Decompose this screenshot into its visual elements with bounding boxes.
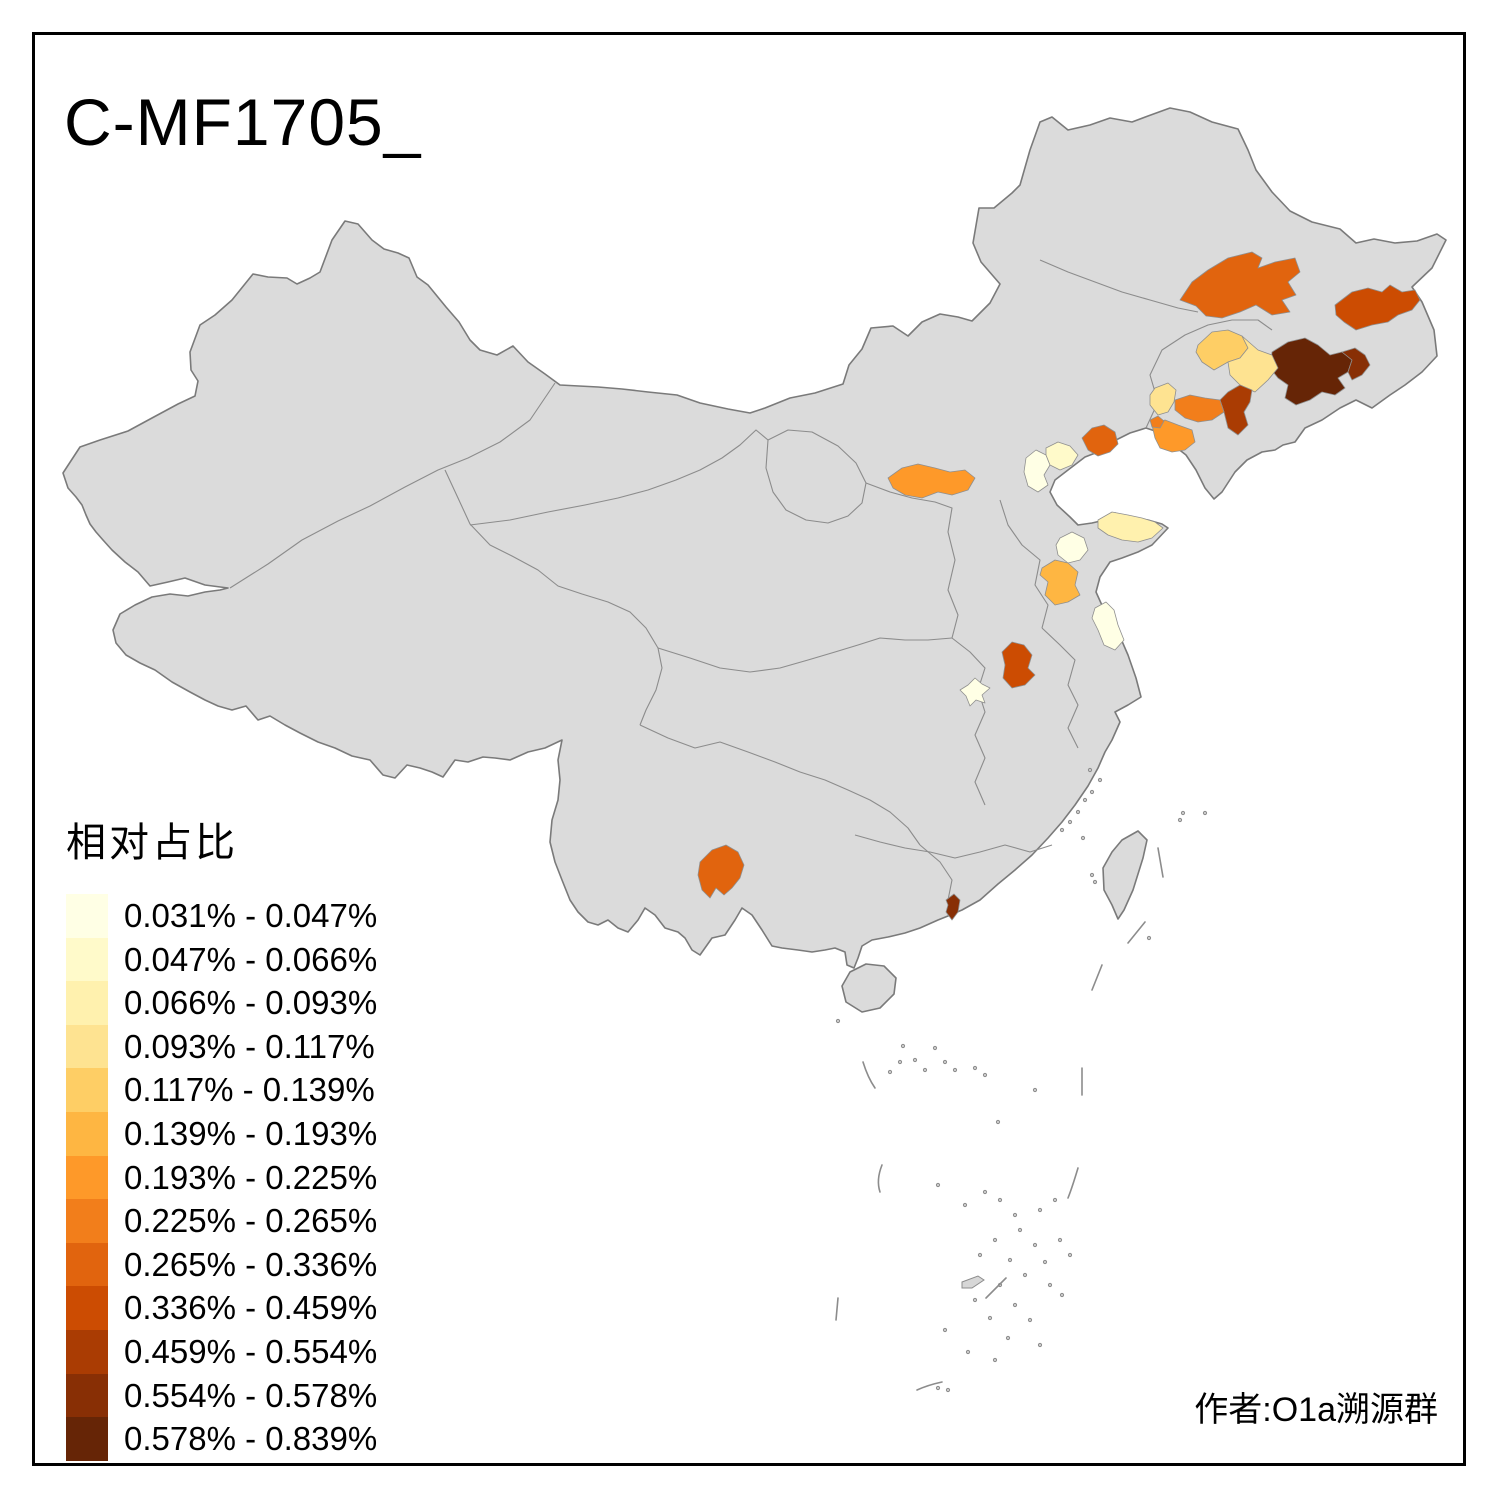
legend-swatch <box>66 1417 108 1461</box>
legend: 相对占比 0.031% - 0.047% 0.047% - 0.066% 0.0… <box>66 810 486 1461</box>
province-line <box>639 724 921 846</box>
map-region-liaoning-north <box>1174 394 1225 423</box>
province-line <box>865 482 959 639</box>
small-islands <box>835 767 1208 1393</box>
legend-row: 0.554% - 0.578% <box>66 1373 486 1418</box>
legend-swatch <box>66 937 108 982</box>
map-region-shandong-peninsula <box>1097 511 1164 543</box>
legend-swatch <box>66 894 108 938</box>
map-region-shandong-central <box>1055 531 1089 564</box>
legend-row: 0.047% - 0.066% <box>66 937 486 982</box>
map-region-liaoning-small <box>1149 415 1165 429</box>
legend-swatch <box>66 1111 108 1156</box>
province-line <box>765 429 867 524</box>
province-line <box>1039 259 1199 313</box>
legend-label: 0.578% - 0.839% <box>124 1420 378 1458</box>
map-region-inner-mongolia <box>887 463 976 499</box>
legend-label: 0.031% - 0.047% <box>124 897 378 934</box>
map-region-guangdong-se <box>945 893 961 921</box>
legend-swatch <box>66 1242 108 1287</box>
colored-regions <box>697 251 1421 921</box>
province-line <box>854 834 1053 859</box>
taiwan-island-shape <box>1102 830 1148 920</box>
legend-row: 0.265% - 0.336% <box>66 1242 486 1287</box>
map-region-beijing-ne <box>1045 441 1079 471</box>
province-line <box>657 637 953 673</box>
legend-label: 0.047% - 0.066% <box>124 940 378 978</box>
province-line <box>999 499 1049 629</box>
map-region-northeast-darkbrown <box>1269 337 1353 406</box>
legend-row: 0.031% - 0.047% <box>66 894 486 938</box>
legend-label: 0.225% - 0.265% <box>124 1202 378 1240</box>
legend-label: 0.117% - 0.139% <box>124 1071 375 1109</box>
map-region-northeast-brown-e <box>1341 347 1371 381</box>
province-line <box>1041 627 1079 749</box>
page-title: C-MF1705_ <box>64 85 422 159</box>
map-region-northeast-east <box>1334 284 1421 331</box>
legend-label: 0.093% - 0.117% <box>124 1027 375 1065</box>
map-region-yunnan-south <box>697 844 745 899</box>
legend-row: 0.117% - 0.139% <box>66 1068 486 1112</box>
legend-label: 0.336% - 0.459% <box>124 1289 378 1327</box>
map-region-liaoning-nw <box>1149 382 1177 416</box>
map-region-liaoning-west <box>1081 424 1119 457</box>
province-line <box>951 637 986 806</box>
legend-swatch <box>66 1155 108 1200</box>
map-region-hubei-central <box>959 677 991 707</box>
author-caption: 作者:O1a溯源群 <box>1194 1391 1438 1429</box>
legend-swatch <box>66 1373 108 1418</box>
map-region-liaoning-central <box>1151 419 1196 453</box>
province-line <box>469 429 769 526</box>
sea-boundary-dashes <box>835 847 1164 1391</box>
legend-row: 0.139% - 0.193% <box>66 1111 486 1156</box>
province-line <box>444 469 663 726</box>
legend-label: 0.265% - 0.336% <box>124 1245 378 1283</box>
legend-row: 0.193% - 0.225% <box>66 1155 486 1200</box>
legend-items: 0.031% - 0.047% 0.047% - 0.066% 0.066% -… <box>66 894 486 1461</box>
legend-row: 0.225% - 0.265% <box>66 1199 486 1243</box>
legend-row: 0.066% - 0.093% <box>66 981 486 1025</box>
legend-row: 0.578% - 0.839% <box>66 1417 486 1461</box>
map-region-hubei-north <box>1001 641 1036 689</box>
legend-row: 0.093% - 0.117% <box>66 1024 486 1069</box>
legend-row: 0.336% - 0.459% <box>66 1286 486 1330</box>
spratly-islet <box>961 1275 985 1289</box>
hainan-island-shape <box>841 963 897 1013</box>
legend-label: 0.459% - 0.554% <box>124 1332 378 1370</box>
legend-row: 0.459% - 0.554% <box>66 1329 486 1374</box>
legend-swatch <box>66 1024 108 1069</box>
legend-swatch <box>66 1329 108 1374</box>
legend-label: 0.066% - 0.093% <box>124 984 378 1022</box>
legend-swatch <box>66 1286 108 1330</box>
legend-title: 相对占比 <box>66 820 238 865</box>
map-region-shandong-south <box>1039 559 1081 606</box>
map-region-jiangsu-coast <box>1091 601 1125 651</box>
legend-swatch <box>66 1068 108 1112</box>
legend-label: 0.139% - 0.193% <box>124 1114 378 1152</box>
map-region-beijing <box>1023 449 1051 493</box>
map-region-northeast-west <box>1179 251 1301 319</box>
legend-label: 0.554% - 0.578% <box>124 1376 378 1414</box>
legend-label: 0.193% - 0.225% <box>124 1158 378 1196</box>
legend-swatch <box>66 1199 108 1243</box>
legend-swatch <box>66 981 108 1025</box>
province-line <box>229 382 556 589</box>
